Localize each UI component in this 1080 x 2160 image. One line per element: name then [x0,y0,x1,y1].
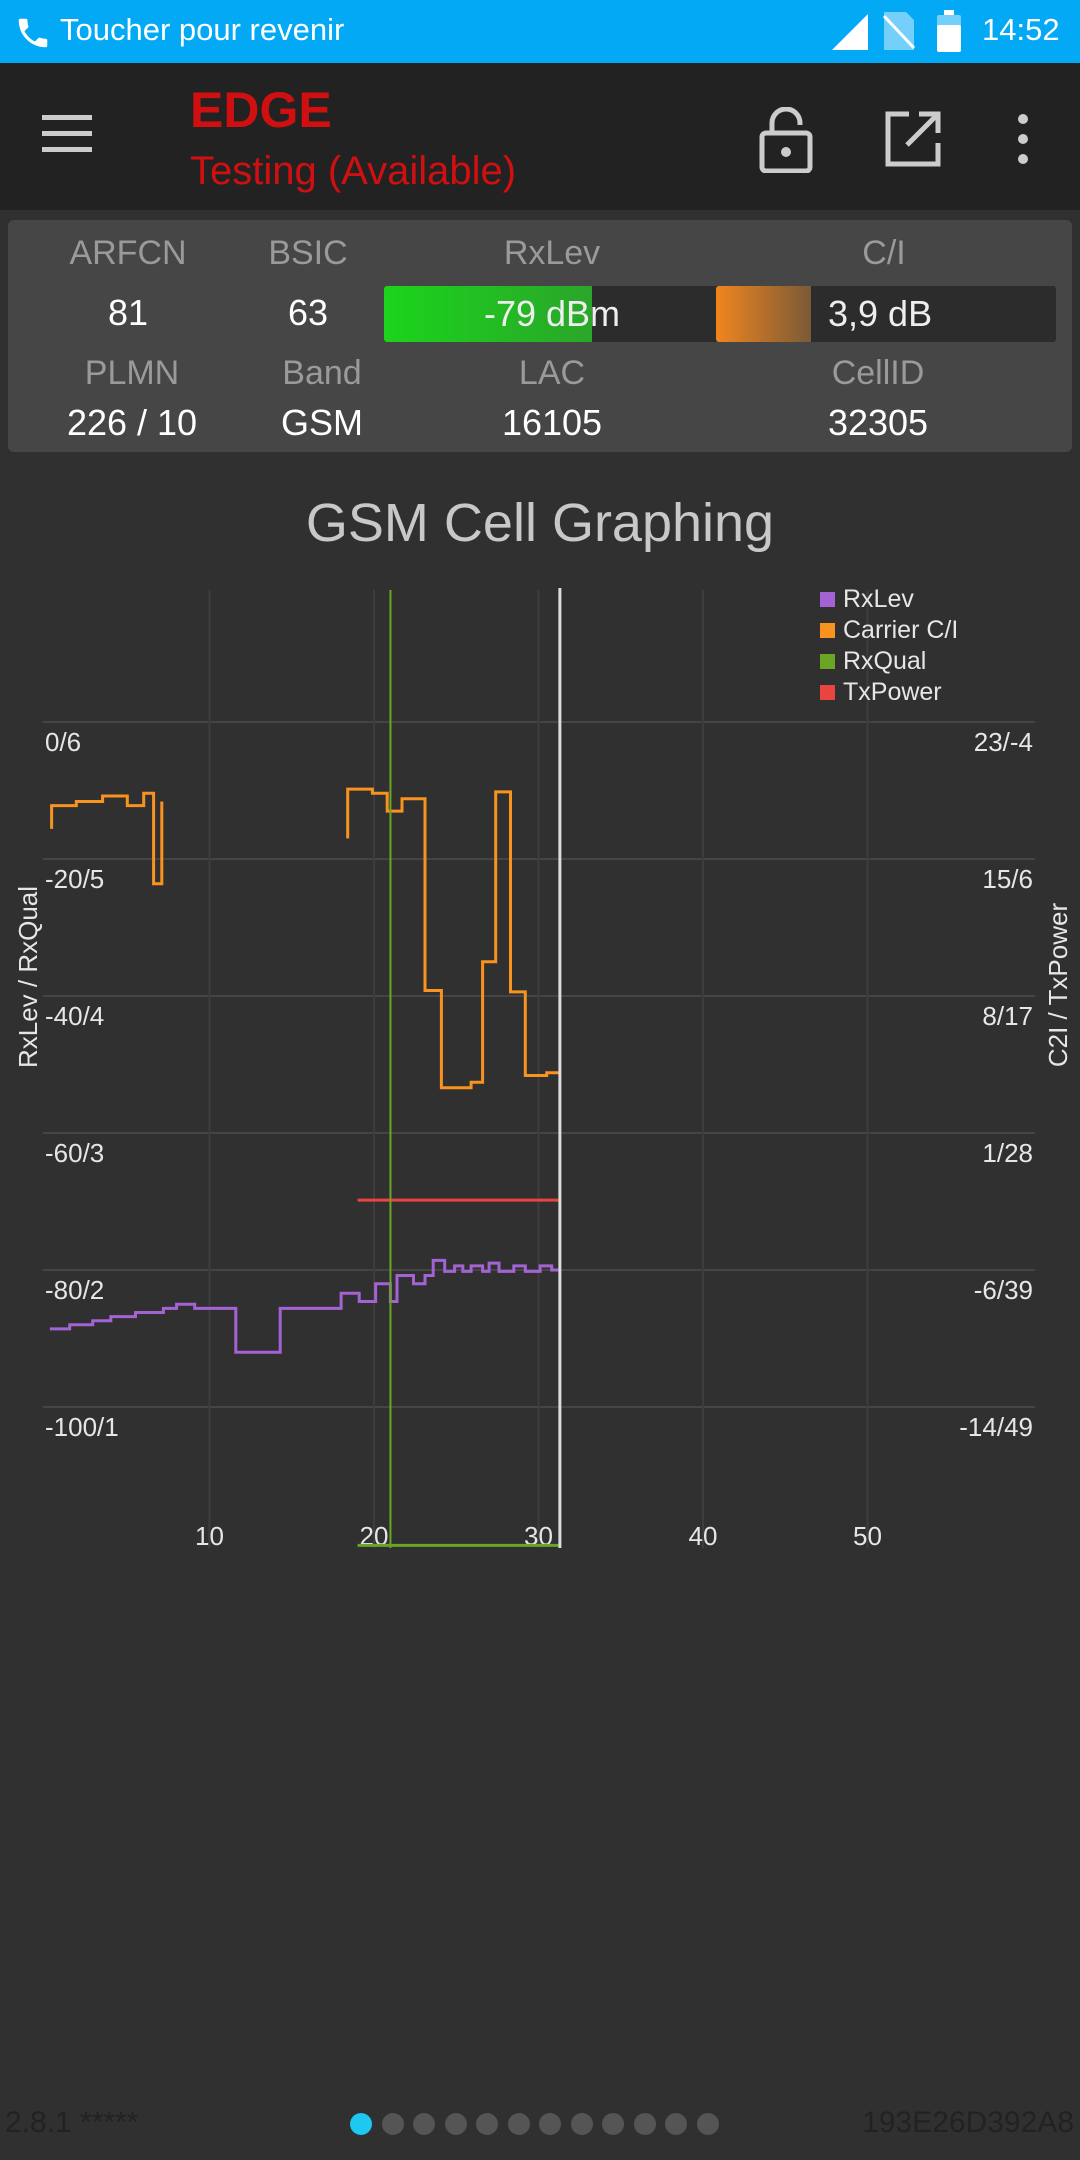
bsic-label: BSIC [268,234,348,272]
left-tick-label: -20/5 [45,864,104,894]
arfcn-label: ARFCN [69,234,187,272]
left-tick-label: -40/4 [45,1001,104,1031]
plmn-value: 226 / 10 [66,402,198,443]
left-tick-label: -80/2 [45,1275,104,1305]
page-dot[interactable] [381,2113,404,2135]
legend-swatch [820,654,835,669]
right-tick-label: -6/39 [974,1275,1033,1305]
menu-icon[interactable] [42,111,104,161]
rxlev-value: -79 dBm [483,293,621,334]
right-tick-label: 23/-4 [974,727,1033,757]
device-id: 193E26D392A8 [862,2106,1074,2139]
x-tick-label: 10 [195,1521,224,1551]
page-dot[interactable] [476,2113,498,2135]
ci-value: 3,9 dB [828,293,933,334]
legend-label: RxQual [843,647,926,675]
plmn-label: PLMN [84,354,180,392]
right-tick-label: 1/28 [982,1138,1033,1168]
band-label: Band [282,354,362,392]
right-tick-label: -14/49 [959,1412,1033,1442]
gsm-graph-chart[interactable]: 0/6 -20/5 -40/4 -60/3 -80/2 -100/1 23/-4 15/6 8/… [0,580,1080,1560]
ci-label: C/I [862,234,906,272]
y-axis-title-left: RxLev / RxQual [13,886,43,1068]
phone-icon [18,18,48,48]
left-tick-label: 0/6 [45,727,81,757]
page-dot[interactable] [696,2113,719,2135]
x-tick-label: 40 [689,1521,718,1551]
rxlev-bar-fill [384,286,593,342]
ci-bar-fill [716,286,812,342]
page-dot[interactable] [602,2113,624,2135]
chart-title: GSM Cell Graphing [305,493,775,553]
bsic-value: 63 [287,292,329,333]
page-dot[interactable] [539,2113,561,2135]
rxlev-label: RxLev [503,234,601,272]
lac-label: LAC [518,354,586,392]
legend-swatch [820,592,835,607]
test-status: Testing (Available) [190,149,517,193]
x-tick-label: 50 [853,1521,882,1551]
no-sim-icon [882,12,916,50]
right-tick-label: 15/6 [982,864,1033,894]
page-dot[interactable] [444,2113,467,2135]
page-dot[interactable] [570,2113,593,2135]
ci-bar: 3,9 dB [716,286,1056,342]
legend-label: RxLev [843,585,914,613]
band-value: GSM [280,402,363,443]
arfcn-value: 81 [107,292,149,333]
battery-icon [937,10,961,52]
page-dot[interactable] [633,2113,656,2135]
page-dot[interactable] [350,2113,372,2135]
legend-label: TxPower [843,678,942,706]
legend-swatch [820,685,835,700]
legend-label: Carrier C/I [843,616,958,644]
left-tick-label: -100/1 [45,1412,119,1442]
page-indicator[interactable] [350,2113,719,2135]
open-external-icon[interactable] [883,109,943,169]
left-tick-label: -60/3 [45,1138,104,1168]
page-dot[interactable] [507,2113,530,2135]
status-bar[interactable]: Toucher pour revenir 14:52 [0,0,1080,63]
cell-info-panel: ARFCN 81 BSIC 63 RxLev -79 dBm C/I 3,9 d… [8,220,1072,452]
legend-swatch [820,623,835,638]
network-type: EDGE [190,82,332,138]
y-axis-title-right: C2I / TxPower [1043,903,1073,1068]
more-options-icon[interactable] [1008,109,1038,169]
clock: 14:52 [982,12,1060,47]
signal-icon [832,14,868,50]
series-carrier-c-i-line [346,787,560,1090]
lac-value: 16105 [501,402,603,443]
series-carrier-c-i-line [50,791,164,886]
series-rxlev-line [49,1258,560,1354]
return-call-text[interactable]: Toucher pour revenir [60,12,345,47]
cellid-label: CellID [831,354,925,392]
app-version: 2.8.1 ***** [5,2106,139,2139]
rxlev-bar: -79 dBm [384,286,720,342]
page-dot[interactable] [413,2113,435,2135]
cellid-value: 32305 [827,402,929,443]
page-dot[interactable] [665,2113,687,2135]
app-bar: EDGE Testing (Available) [0,63,1080,210]
unlock-icon[interactable] [758,107,814,173]
right-tick-label: 8/17 [982,1001,1033,1031]
